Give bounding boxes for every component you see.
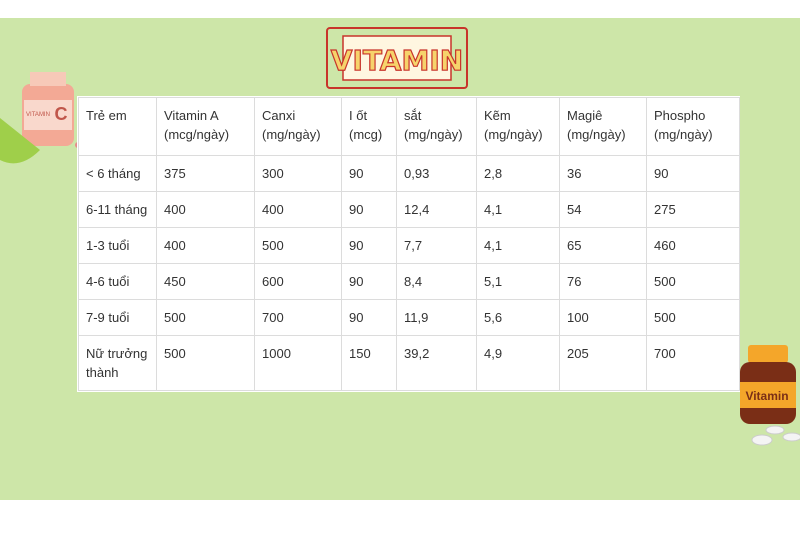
table-cell: 500 bbox=[646, 263, 740, 300]
header-cell: Phospho (mg/ngày) bbox=[646, 97, 740, 156]
table-cell: 11,9 bbox=[396, 299, 477, 336]
table-cell: 375 bbox=[156, 155, 255, 192]
header-cell: Vitamin A (mcg/ngày) bbox=[156, 97, 255, 156]
table-cell: 500 bbox=[254, 227, 342, 264]
table-cell: 400 bbox=[156, 227, 255, 264]
bottle-label: Vitamin bbox=[745, 389, 788, 403]
table-cell: 90 bbox=[341, 263, 397, 300]
header-cell: I ốt (mcg) bbox=[341, 97, 397, 156]
table-cell: 600 bbox=[254, 263, 342, 300]
table-cell: 4,1 bbox=[476, 227, 560, 264]
table-cell: 2,8 bbox=[476, 155, 560, 192]
table-cell: 5,6 bbox=[476, 299, 560, 336]
title-banner: VITAMIN bbox=[326, 27, 468, 89]
header-cell: Magiê (mg/ngày) bbox=[559, 97, 647, 156]
table-panel: Trẻ em Vitamin A (mcg/ngày) Canxi (mg/ngày… bbox=[77, 96, 740, 392]
table-row: < 6 tháng 375 300 90 0,93 2,8 36 90 bbox=[78, 155, 740, 192]
bottle-letter: C bbox=[55, 104, 68, 124]
table-cell: 7,7 bbox=[396, 227, 477, 264]
table-row: 4-6 tuổi 450 600 90 8,4 5,1 76 500 bbox=[78, 263, 740, 300]
table-cell: 90 bbox=[341, 191, 397, 228]
table-cell: 275 bbox=[646, 191, 740, 228]
table-row: 7-9 tuổi 500 700 90 11,9 5,6 100 500 bbox=[78, 299, 740, 336]
left-bottle: VITAMIN C bbox=[0, 72, 81, 164]
table-cell: 90 bbox=[646, 155, 740, 192]
table-cell: 205 bbox=[559, 335, 647, 391]
table-cell: 460 bbox=[646, 227, 740, 264]
table-cell: 54 bbox=[559, 191, 647, 228]
table-cell: 7-9 tuổi bbox=[78, 299, 157, 336]
table-cell: 100 bbox=[559, 299, 647, 336]
table-cell: 6-11 tháng bbox=[78, 191, 157, 228]
table-cell: 1-3 tuổi bbox=[78, 227, 157, 264]
table-cell: 500 bbox=[646, 299, 740, 336]
right-bottle: Vitamin bbox=[740, 345, 800, 446]
bottle-label: VITAMIN bbox=[26, 112, 50, 118]
table-cell: < 6 tháng bbox=[78, 155, 157, 192]
table-cell: 400 bbox=[156, 191, 255, 228]
header-cell: Canxi (mg/ngày) bbox=[254, 97, 342, 156]
header-cell: Trẻ em bbox=[78, 97, 157, 156]
table-row: Nữ trưởng thành 500 1000 150 39,2 4,9 205 700 bbox=[78, 335, 740, 391]
table-cell: 36 bbox=[559, 155, 647, 192]
table-cell: 76 bbox=[559, 263, 647, 300]
table-cell: 500 bbox=[156, 299, 255, 336]
table-row: 6-11 tháng 400 400 90 12,4 4,1 54 275 bbox=[78, 191, 740, 228]
table-cell: 5,1 bbox=[476, 263, 560, 300]
table-cell: 500 bbox=[156, 335, 255, 391]
table-cell: 4,9 bbox=[476, 335, 560, 391]
table-cell: 90 bbox=[341, 227, 397, 264]
table-cell: 12,4 bbox=[396, 191, 477, 228]
header-row: Trẻ em Vitamin A (mcg/ngày) Canxi (mg/ngày… bbox=[78, 97, 740, 156]
table-cell: 700 bbox=[254, 299, 342, 336]
table-cell: Nữ trưởng thành bbox=[78, 335, 157, 391]
table-cell: 65 bbox=[559, 227, 647, 264]
table-cell: 90 bbox=[341, 155, 397, 192]
title: VITAMIN bbox=[331, 44, 463, 77]
table: Trẻ em Vitamin A (mcg/ngày) Canxi (mg/ngày… bbox=[78, 97, 740, 391]
table-cell: 150 bbox=[341, 335, 397, 391]
table-row: 1-3 tuổi 400 500 90 7,7 4,1 65 460 bbox=[78, 227, 740, 264]
table-cell: 39,2 bbox=[396, 335, 477, 391]
table-cell: 0,93 bbox=[396, 155, 477, 192]
table-cell: 4,1 bbox=[476, 191, 560, 228]
table-cell: 1000 bbox=[254, 335, 342, 391]
table-cell: 4-6 tuổi bbox=[78, 263, 157, 300]
table-cell: 300 bbox=[254, 155, 342, 192]
table-cell: 450 bbox=[156, 263, 255, 300]
table-cell: 700 bbox=[646, 335, 740, 391]
header-cell: Kẽm (mg/ngày) bbox=[476, 97, 560, 156]
table-cell: 90 bbox=[341, 299, 397, 336]
header-cell: sắt (mg/ngày) bbox=[396, 97, 477, 156]
table-cell: 8,4 bbox=[396, 263, 477, 300]
table-cell: 400 bbox=[254, 191, 342, 228]
